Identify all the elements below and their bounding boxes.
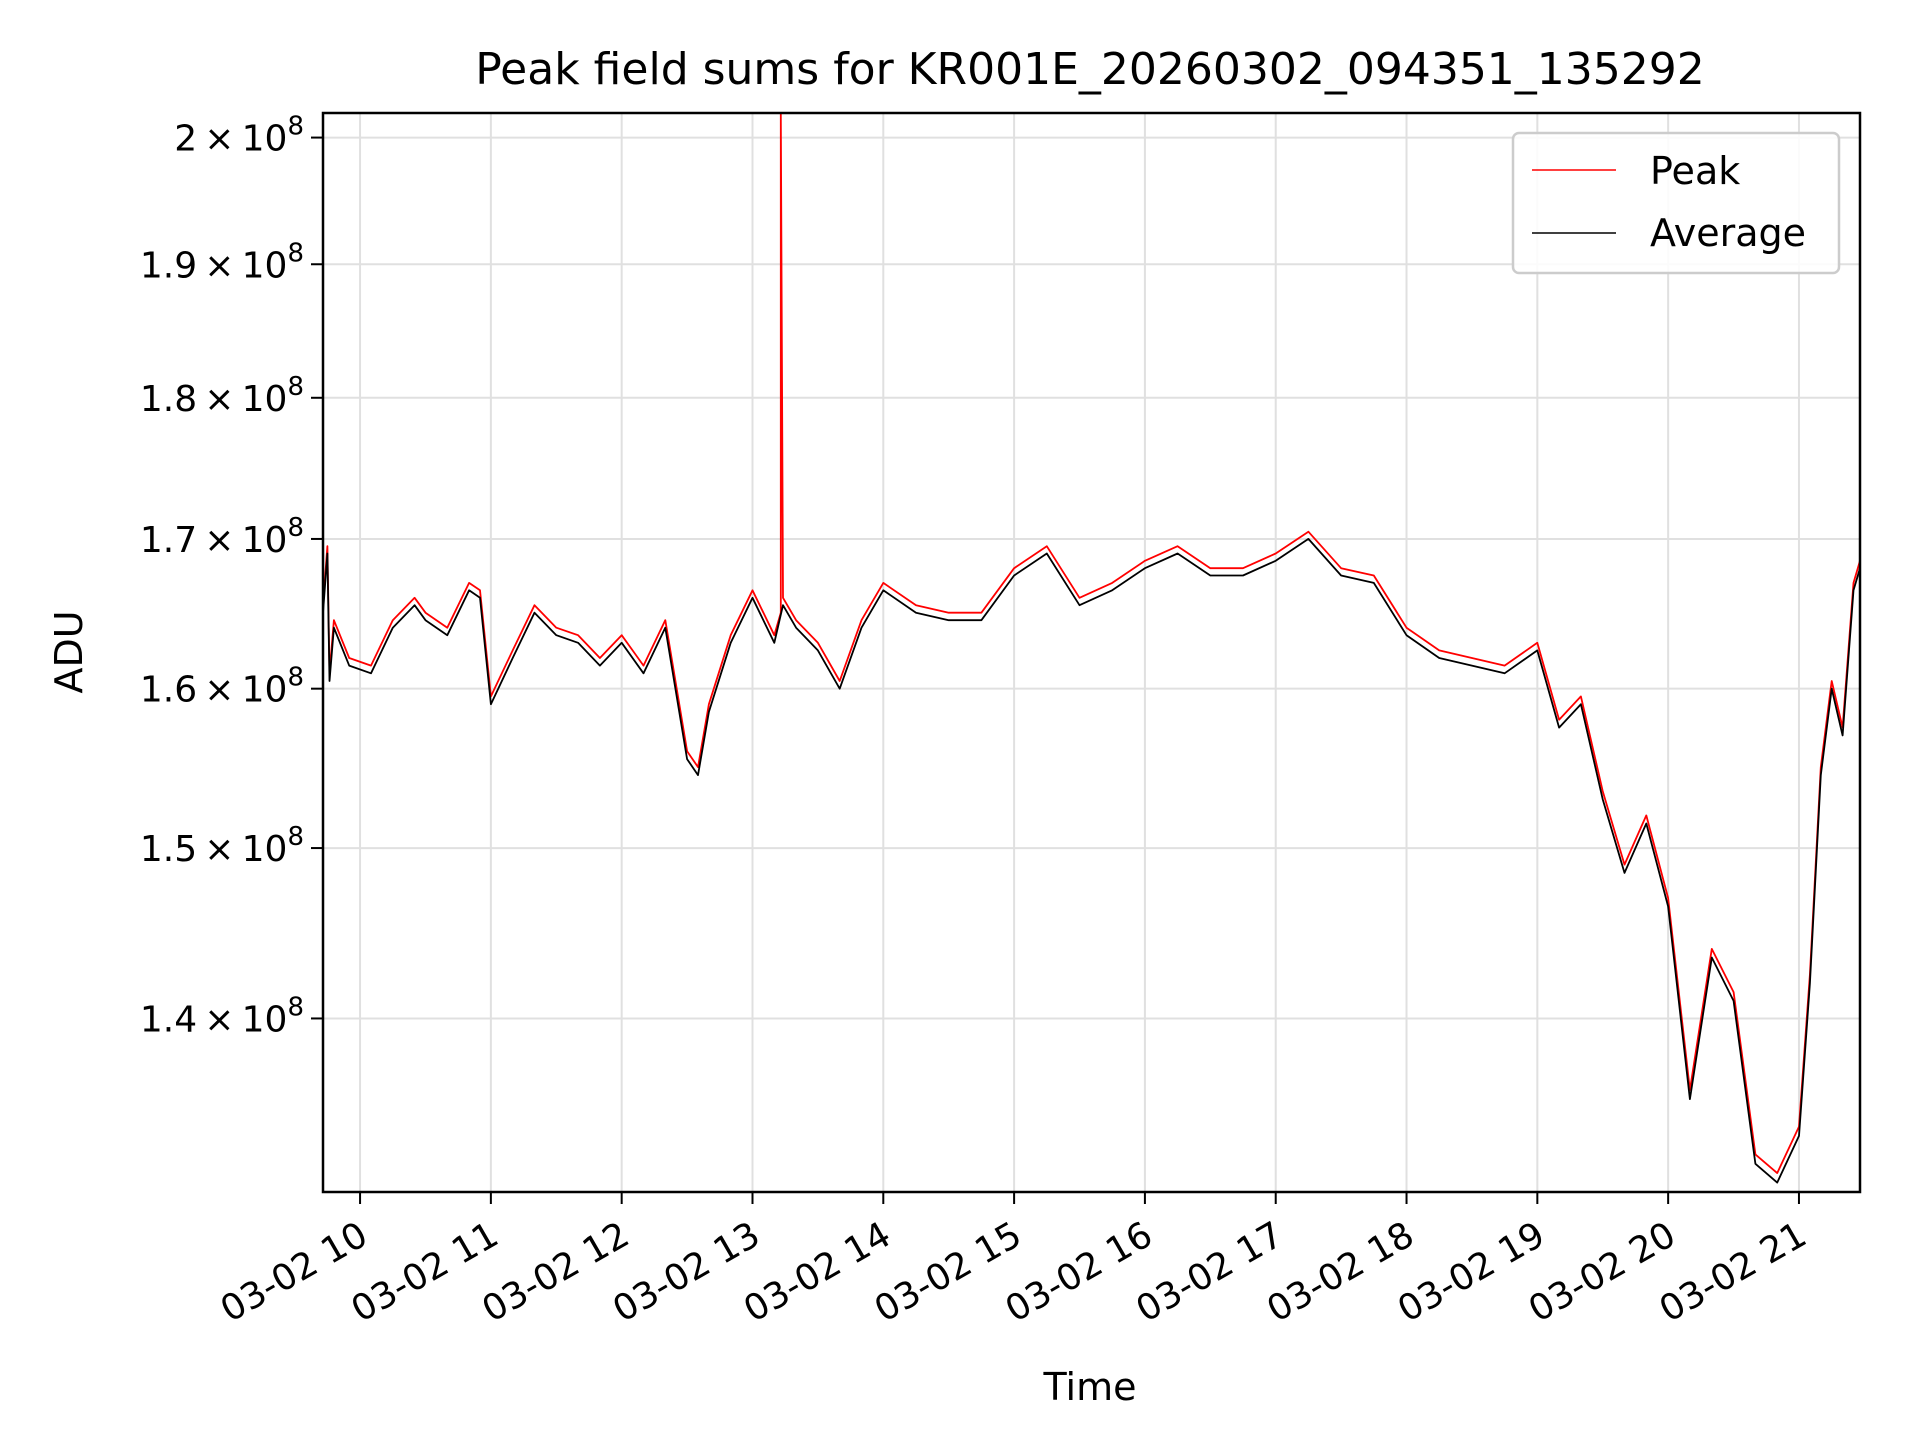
series-layer [322,112,1861,1184]
y-axis: 1.4 × 108 1.5 × 108 1.6 × 108 1.7 × 108 1.8 … [140,112,323,1040]
y-axis-label: ADU [47,610,91,693]
y-tick-label: 1.6 × 108 [140,663,304,711]
x-axis-label: Time [1043,1365,1137,1409]
legend-label-average: Average [1650,211,1806,255]
y-tick-label: 1.7 × 108 [140,513,304,561]
y-tick-label: 1.8 × 108 [140,372,304,420]
plot-area-frame [321,111,1862,1194]
series-line-average [322,538,1861,1184]
y-tick-label: 1.9 × 108 [140,238,304,286]
y-tick-label: 1.5 × 108 [140,822,304,870]
y-tick-label: 2 × 108 [174,112,304,160]
legend-box [1511,131,1841,275]
y-tick-label: 1.4 × 108 [140,992,304,1040]
legend-label-peak: Peak [1650,149,1740,193]
legend: Peak Average [1511,131,1841,275]
chart-title: Peak field sums for KR001E_20260302_0943… [475,44,1705,95]
